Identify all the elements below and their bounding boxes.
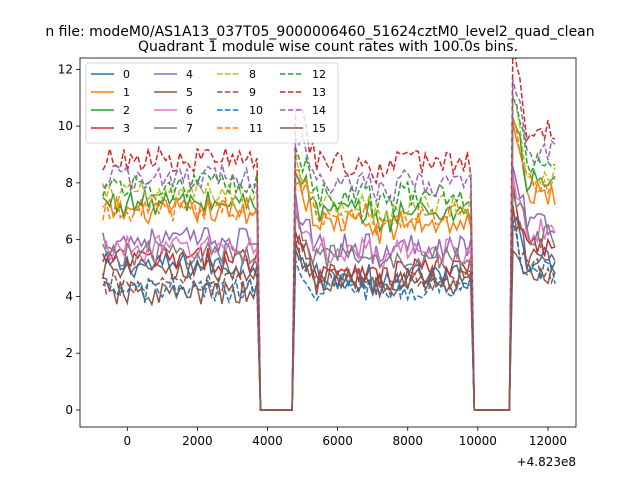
x-tick-label: 4000 xyxy=(252,434,283,448)
legend-label-14: 14 xyxy=(312,104,326,117)
x-tick-label: 2000 xyxy=(182,434,213,448)
y-tick-label: 4 xyxy=(65,289,73,303)
y-tick-label: 10 xyxy=(58,119,73,133)
legend-label-8: 8 xyxy=(249,68,256,81)
legend-label-13: 13 xyxy=(312,86,326,99)
x-tick-label: 6000 xyxy=(322,434,353,448)
chart-title: Quadrant 1 module wise count rates with … xyxy=(138,39,518,55)
series-line-12 xyxy=(102,95,556,411)
legend-box xyxy=(85,62,339,144)
x-tick-label: 10000 xyxy=(459,434,497,448)
axes-frame xyxy=(79,57,577,428)
legend-label-0: 0 xyxy=(123,68,130,81)
y-tick-label: 12 xyxy=(58,62,73,76)
legend-label-15: 15 xyxy=(312,122,326,135)
x-tick-label: 12000 xyxy=(529,434,567,448)
series-line-14 xyxy=(102,79,556,411)
legend-label-11: 11 xyxy=(249,122,263,135)
legend-label-10: 10 xyxy=(249,104,263,117)
legend-label-6: 6 xyxy=(186,104,193,117)
legend-label-7: 7 xyxy=(186,122,193,135)
y-axis: 0 2 4 6 8 10 12 xyxy=(58,62,80,417)
x-offset-label: +4.823e8 xyxy=(517,455,576,469)
x-tick-label: 8000 xyxy=(392,434,423,448)
series-line-15 xyxy=(102,204,556,411)
series-layer xyxy=(102,58,556,411)
y-tick-label: 6 xyxy=(65,233,73,247)
legend-label-1: 1 xyxy=(123,86,130,99)
legend-label-4: 4 xyxy=(186,68,193,81)
y-tick-label: 2 xyxy=(65,346,73,360)
legend-label-12: 12 xyxy=(312,68,326,81)
y-tick-label: 8 xyxy=(65,176,73,190)
legend-label-9: 9 xyxy=(249,86,256,99)
x-axis: 0 2000 4000 6000 8000 10000 12000 xyxy=(124,427,567,448)
y-tick-label: 0 xyxy=(65,403,73,417)
legend-label-3: 3 xyxy=(123,122,130,135)
x-tick-label: 0 xyxy=(124,434,132,448)
figure-suptitle: n file: modeM0/AS1A13_037T05_9000006460_… xyxy=(45,24,594,40)
legend-label-2: 2 xyxy=(123,104,130,117)
legend-label-5: 5 xyxy=(186,86,193,99)
